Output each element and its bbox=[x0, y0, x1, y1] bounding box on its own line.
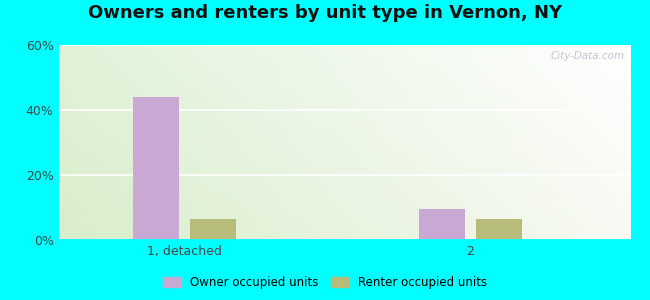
Bar bbox=[190, 219, 236, 240]
Bar bbox=[476, 219, 522, 240]
Text: City-Data.com: City-Data.com bbox=[551, 51, 625, 61]
Bar bbox=[419, 209, 465, 240]
Legend: Owner occupied units, Renter occupied units: Owner occupied units, Renter occupied un… bbox=[159, 272, 491, 294]
Bar bbox=[133, 97, 179, 240]
Text: Owners and renters by unit type in Vernon, NY: Owners and renters by unit type in Verno… bbox=[88, 4, 562, 22]
